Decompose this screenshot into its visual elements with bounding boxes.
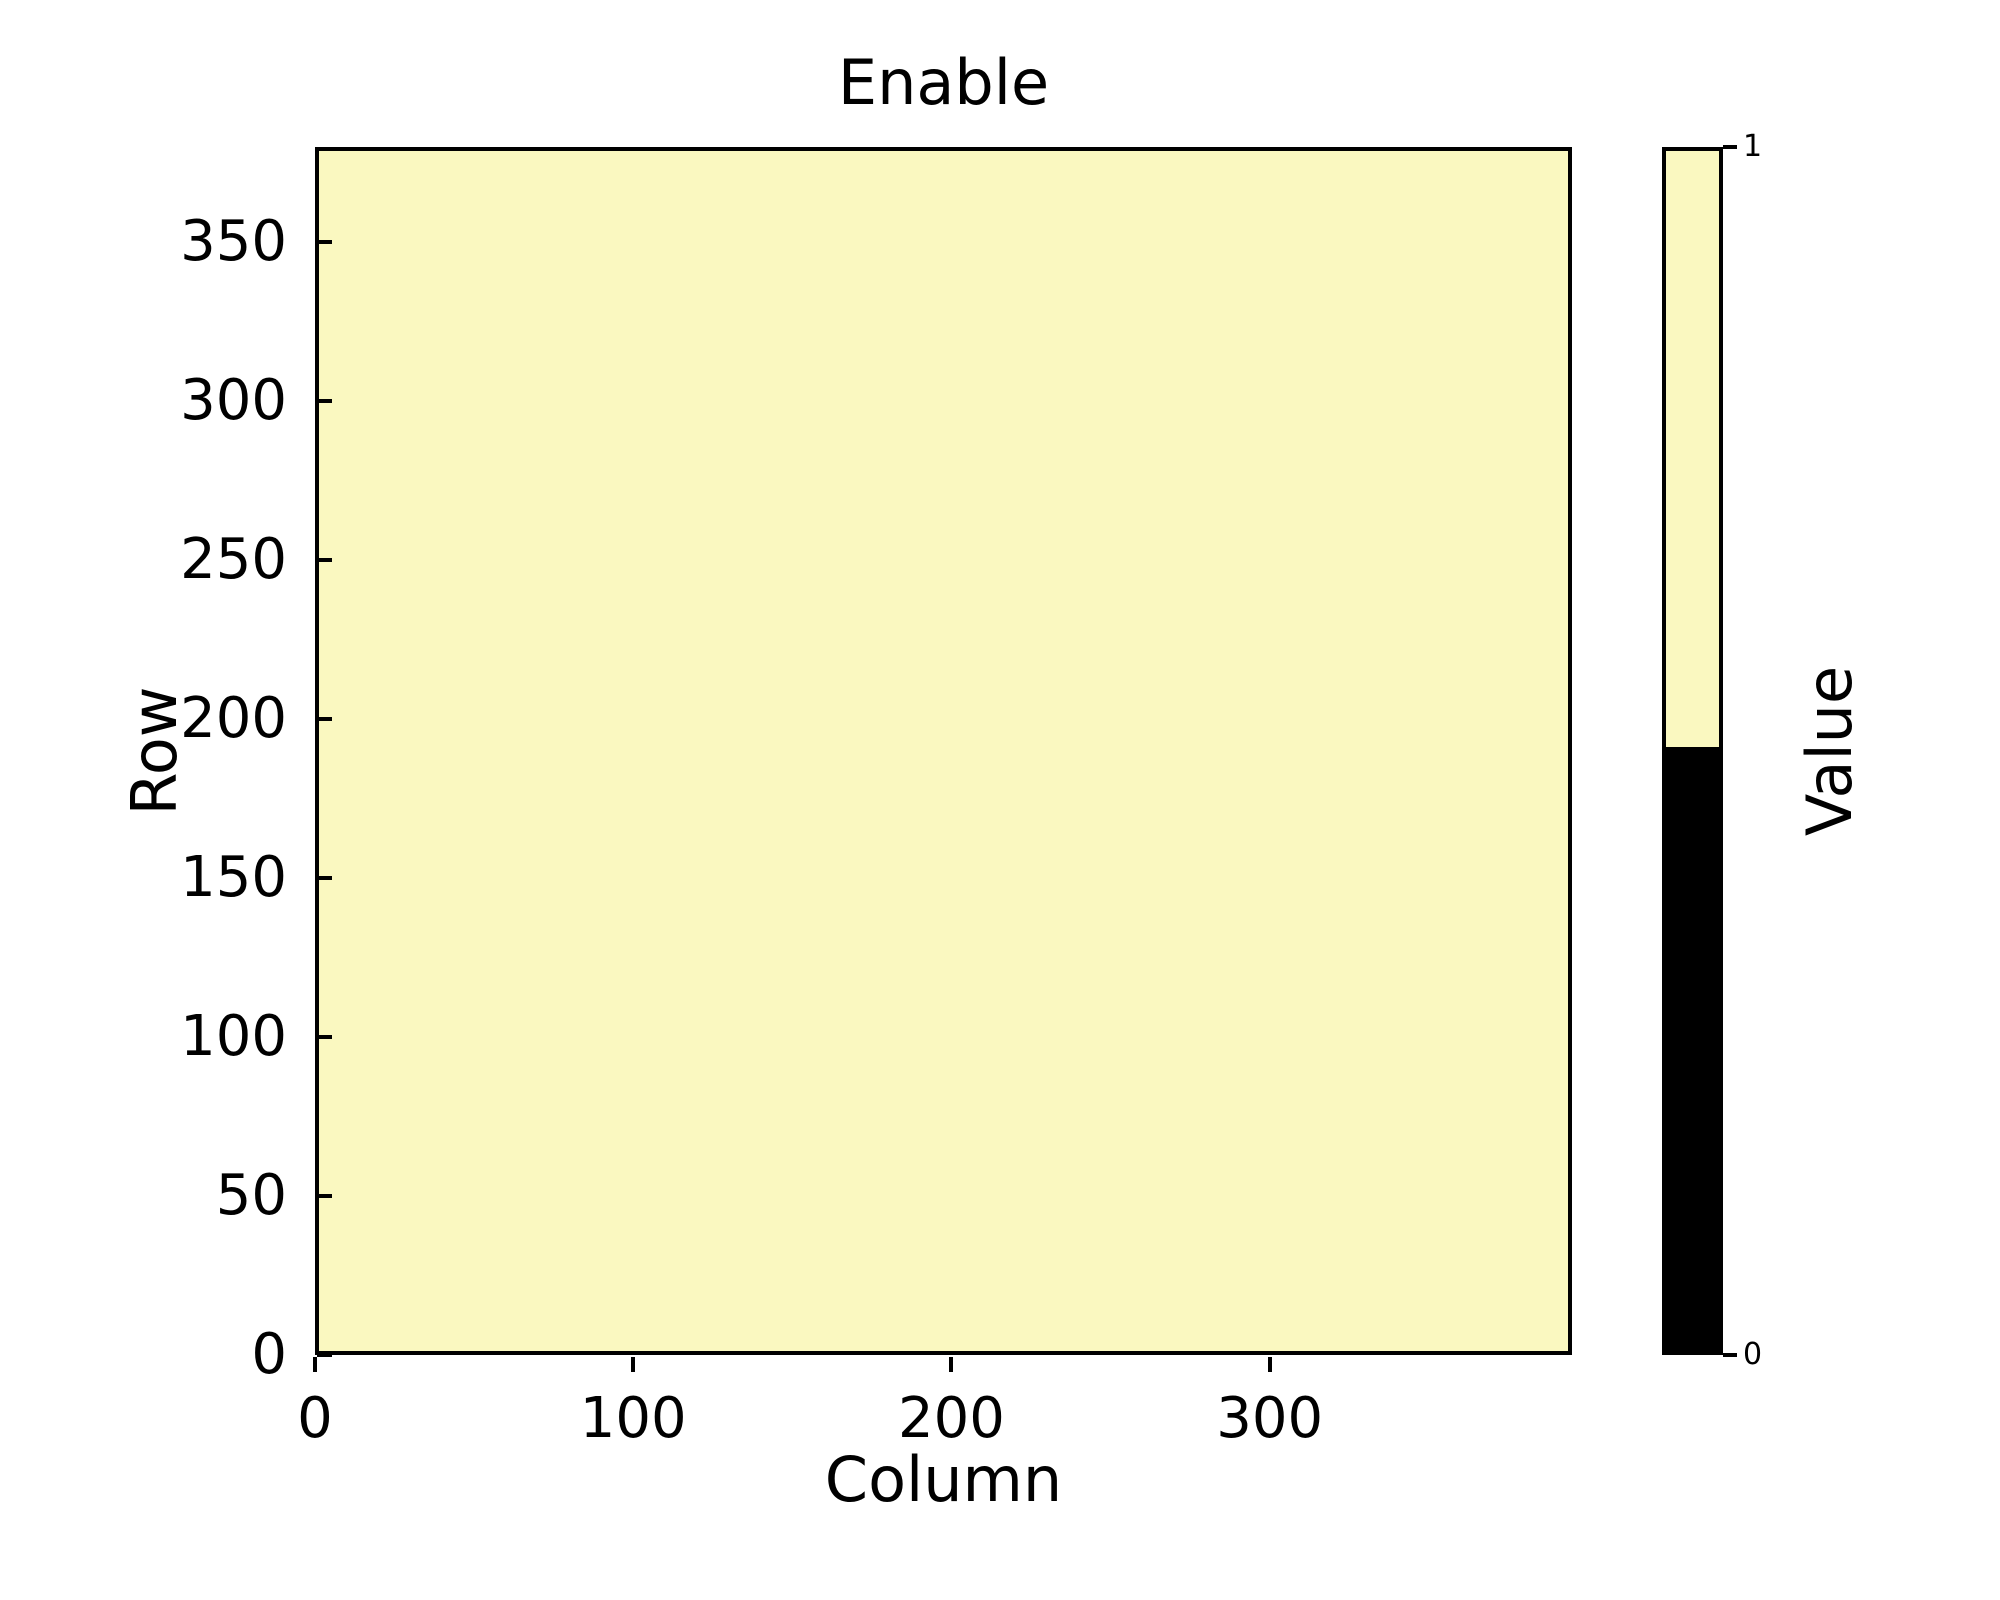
y-tick-label: 300 <box>180 368 287 434</box>
x-tick-label: 100 <box>579 1386 687 1451</box>
colorbar-tick-label: 0 <box>1743 1337 1763 1372</box>
y-tick-mark <box>317 1353 332 1357</box>
y-tick-label: 0 <box>251 1322 287 1387</box>
y-tick-label: 50 <box>215 1163 287 1229</box>
x-tick-mark <box>631 1357 636 1372</box>
page-title: Enable <box>837 46 1050 119</box>
colorbar-tick-mark <box>1723 145 1737 149</box>
y-tick-label: 100 <box>180 1004 287 1070</box>
colorbar-segment <box>1666 747 1719 1351</box>
colorbar-label: Value <box>1793 665 1866 837</box>
x-tick-label: 200 <box>898 1386 1005 1451</box>
y-tick-mark <box>317 399 332 404</box>
colorbar[interactable] <box>1662 147 1723 1355</box>
x-tick-mark <box>313 1357 317 1372</box>
x-tick-mark <box>1267 1357 1272 1372</box>
x-tick-mark <box>949 1357 954 1372</box>
y-tick-mark <box>317 1035 332 1040</box>
y-tick-mark <box>317 240 332 245</box>
y-tick-label: 200 <box>180 686 287 752</box>
y-tick-label: 250 <box>180 527 287 593</box>
heatmap-axes[interactable] <box>315 147 1572 1355</box>
y-tick-mark <box>317 876 332 881</box>
heatmap-image <box>319 151 1568 1351</box>
y-tick-label: 150 <box>180 845 287 911</box>
y-axis-label: Row <box>118 686 191 816</box>
x-axis-label: Column <box>824 1443 1063 1516</box>
y-tick-mark <box>317 717 332 722</box>
y-tick-label: 350 <box>180 209 287 275</box>
colorbar-segment <box>1666 151 1719 747</box>
colorbar-tick-mark <box>1723 1353 1737 1357</box>
x-tick-label: 0 <box>297 1386 333 1451</box>
y-tick-mark <box>317 1194 332 1199</box>
colorbar-tick-label: 1 <box>1743 129 1763 164</box>
x-tick-label: 300 <box>1216 1386 1324 1451</box>
y-tick-mark <box>317 558 332 563</box>
